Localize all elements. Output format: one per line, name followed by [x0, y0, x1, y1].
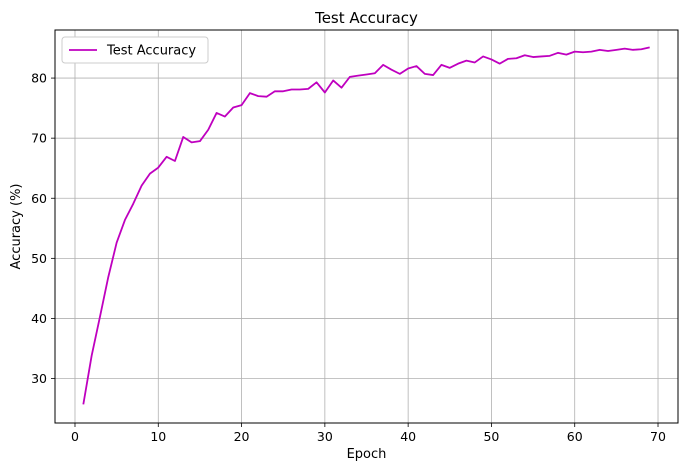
- chart-title: Test Accuracy: [314, 9, 418, 27]
- y-tick-label: 30: [31, 371, 47, 386]
- x-tick-label: 40: [400, 429, 416, 444]
- x-axis-title: Epoch: [347, 447, 387, 462]
- x-tick-label: 10: [150, 429, 166, 444]
- grid-lines: [55, 30, 678, 423]
- legend: Test Accuracy: [61, 36, 209, 64]
- x-tick-label: 50: [483, 429, 499, 444]
- y-tick-label: 70: [31, 131, 47, 146]
- x-tick-label: 60: [567, 429, 583, 444]
- y-tick-label: 80: [31, 71, 47, 86]
- legend-label: Test Accuracy: [106, 44, 196, 59]
- x-tick-label: 30: [317, 429, 333, 444]
- y-axis-title: Accuracy (%): [9, 184, 24, 270]
- x-tick-label: 70: [650, 429, 666, 444]
- x-tick-label: 0: [71, 429, 79, 444]
- series-line-test-accuracy: [82, 46, 650, 405]
- y-tick-label: 60: [31, 191, 47, 206]
- y-tick-label: 50: [31, 251, 47, 266]
- axis-ticks: 0 10 20 30 40 50 60 70 30 40 50 60 70 80: [31, 71, 666, 444]
- y-tick-label: 40: [31, 311, 47, 326]
- plot-frame: [54, 29, 679, 424]
- legend-box: [61, 36, 209, 64]
- x-tick-label: 20: [234, 429, 250, 444]
- series-layer: [82, 46, 650, 405]
